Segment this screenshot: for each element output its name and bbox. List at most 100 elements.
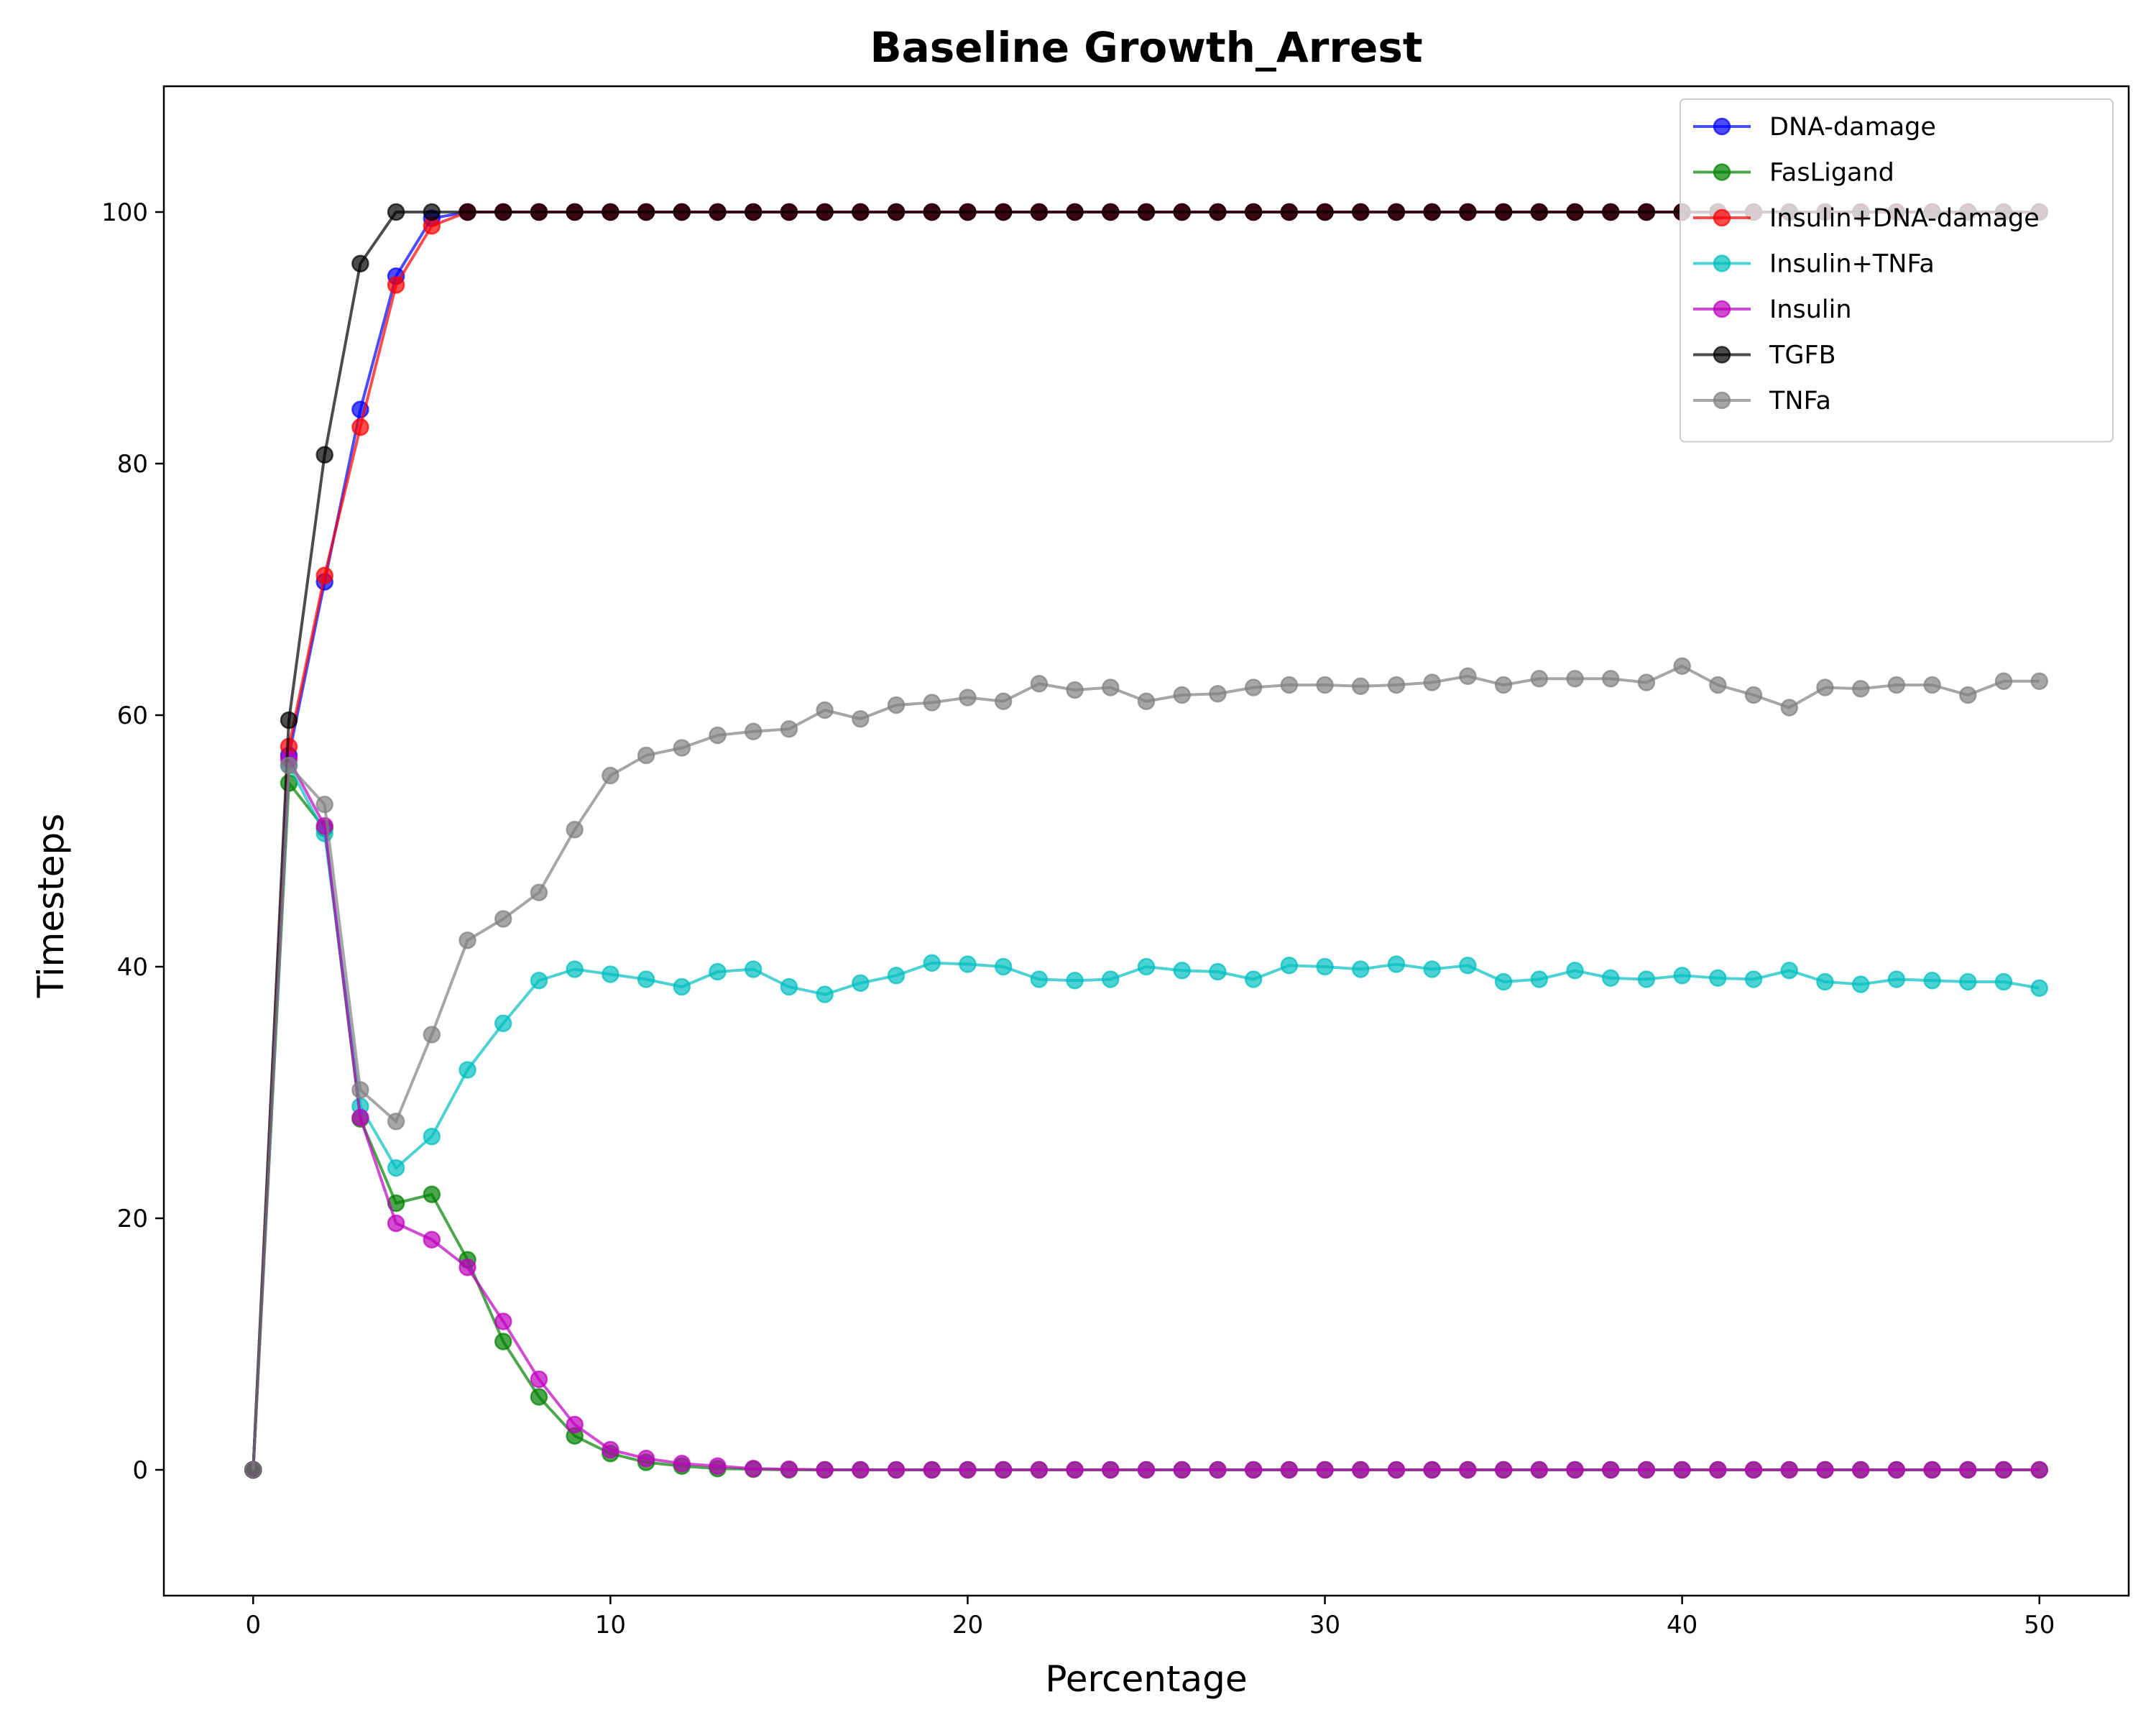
- legend-item: FasLigand: [1693, 159, 1894, 188]
- data-point: [1601, 969, 1620, 987]
- data-point: [1994, 672, 2013, 690]
- data-point: [709, 726, 727, 745]
- data-point: [959, 955, 977, 973]
- legend-swatch-marker: [1713, 346, 1731, 364]
- legend-label: Insulin+DNA-damage: [1769, 204, 2040, 233]
- data-point: [1851, 680, 1870, 698]
- data-point: [923, 203, 941, 221]
- data-point: [1137, 203, 1156, 221]
- data-point: [1244, 1460, 1263, 1479]
- data-point: [1744, 970, 1763, 988]
- data-point: [1530, 1460, 1549, 1479]
- data-point: [923, 954, 941, 972]
- data-point: [637, 1450, 655, 1468]
- data-point: [673, 739, 691, 757]
- data-point: [280, 756, 298, 775]
- data-point: [351, 254, 369, 272]
- data-point: [1387, 676, 1406, 694]
- legend-label: FasLigand: [1769, 159, 1894, 188]
- data-point: [1209, 962, 1227, 981]
- data-point: [923, 1460, 941, 1479]
- data-point: [1780, 1460, 1799, 1479]
- data-point: [816, 203, 834, 221]
- y-tick-label: 100: [101, 198, 148, 227]
- data-point: [637, 746, 655, 765]
- data-point: [1387, 955, 1406, 973]
- data-point: [1030, 675, 1049, 693]
- data-point: [1066, 203, 1084, 221]
- x-tick-label: 0: [245, 1611, 261, 1639]
- data-point: [923, 694, 941, 712]
- data-point: [1530, 970, 1549, 988]
- y-tick-label: 40: [117, 953, 148, 982]
- data-point: [744, 1460, 763, 1478]
- data-point: [351, 1108, 369, 1127]
- data-point: [494, 1312, 512, 1330]
- data-point: [637, 203, 655, 221]
- data-point: [566, 960, 584, 978]
- legend-label: DNA-damage: [1769, 113, 1936, 142]
- legend-item: Insulin+TNFa: [1693, 250, 1935, 279]
- data-point: [1994, 972, 2013, 991]
- data-point: [530, 1370, 548, 1389]
- data-point: [244, 1460, 262, 1479]
- data-point: [673, 1455, 691, 1473]
- data-point: [459, 932, 476, 949]
- data-point: [1173, 1460, 1191, 1479]
- data-point: [1209, 1460, 1227, 1479]
- data-point: [994, 1460, 1013, 1479]
- data-point: [1352, 203, 1370, 221]
- x-tick-label: 30: [1309, 1611, 1340, 1639]
- data-point: [1637, 203, 1656, 221]
- legend-swatch-marker: [1713, 254, 1731, 272]
- data-point: [1601, 203, 1620, 221]
- data-point: [602, 766, 619, 785]
- data-point: [1387, 1460, 1406, 1479]
- data-point: [494, 203, 512, 221]
- data-point: [494, 1333, 512, 1351]
- data-point: [315, 566, 333, 584]
- x-tick-label: 10: [595, 1611, 626, 1639]
- data-point: [1851, 975, 1870, 993]
- data-point: [459, 1259, 476, 1276]
- data-point: [780, 720, 798, 738]
- data-point: [780, 1460, 798, 1478]
- data-point: [887, 696, 906, 714]
- data-point: [994, 203, 1013, 221]
- data-point: [315, 446, 333, 464]
- data-point: [1709, 676, 1727, 694]
- axis-ticks: 0 10 20 30 40 50 0 20 40 60 80 100: [101, 198, 2055, 1639]
- data-point: [423, 1128, 441, 1146]
- data-point: [1352, 960, 1370, 978]
- data-point: [1423, 1460, 1441, 1479]
- data-point: [1780, 962, 1799, 980]
- legend-swatch-marker: [1713, 208, 1731, 227]
- data-point: [423, 1185, 441, 1203]
- data-point: [1316, 1460, 1334, 1479]
- data-point: [1566, 670, 1584, 688]
- data-point: [280, 711, 298, 730]
- data-point: [1102, 970, 1120, 988]
- data-point: [1423, 203, 1441, 221]
- data-point: [459, 203, 476, 221]
- data-point: [1423, 960, 1441, 978]
- chart-title: Baseline Growth_Arrest: [870, 23, 1422, 72]
- legend-item: TNFa: [1693, 387, 1831, 415]
- data-point: [1316, 957, 1334, 976]
- data-point: [852, 974, 870, 992]
- data-point: [1887, 970, 1906, 988]
- data-point: [1601, 670, 1620, 688]
- data-point: [2030, 672, 2048, 690]
- legend-item: TGFB: [1693, 341, 1836, 370]
- data-point: [1066, 972, 1084, 990]
- data-point: [887, 203, 906, 221]
- data-point: [387, 1113, 405, 1131]
- legend-label: TNFa: [1769, 387, 1831, 415]
- data-point: [1494, 1460, 1513, 1479]
- data-point: [1530, 670, 1549, 688]
- y-tick-label: 20: [117, 1205, 148, 1233]
- data-point: [1959, 972, 1977, 991]
- data-point: [1173, 962, 1191, 980]
- data-point: [1030, 1460, 1049, 1479]
- y-tick-label: 60: [117, 702, 148, 730]
